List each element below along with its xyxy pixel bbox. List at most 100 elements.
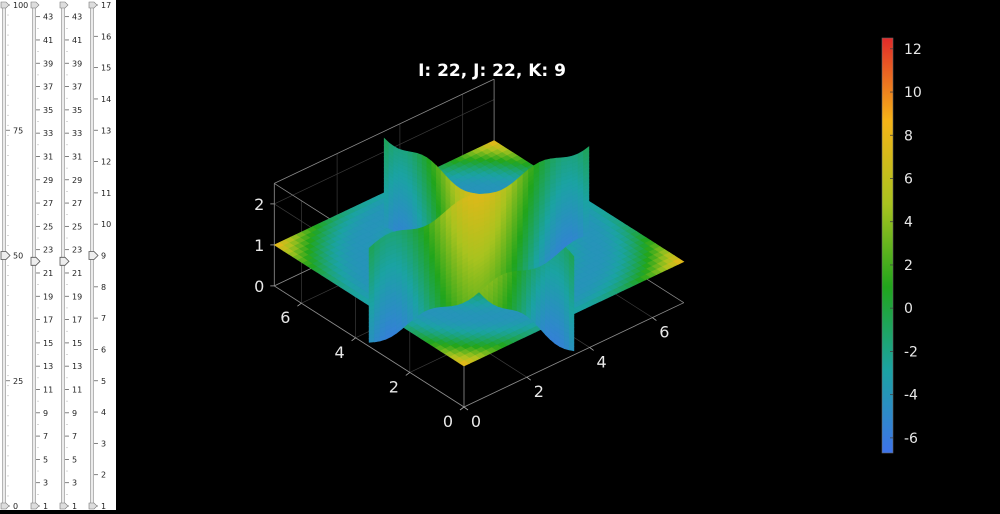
slider-tick-label: 15 (101, 64, 111, 73)
slider-tick-label: 23 (72, 246, 82, 255)
slider-tick-label: 10 (101, 220, 111, 229)
slice-cell (407, 151, 414, 157)
slider-tick-label: 17 (72, 316, 82, 325)
slider-tick-label: 7 (101, 314, 106, 323)
slice-cell (412, 228, 419, 234)
axis-edge (463, 302, 684, 408)
slider-tick-label: 33 (43, 129, 53, 138)
slider-thumb[interactable] (88, 251, 99, 260)
slice-cell (396, 230, 403, 236)
slider-tick-label: 39 (72, 59, 82, 68)
slice-cell (672, 258, 685, 265)
slider-tick-label: 43 (72, 13, 82, 22)
colorbar-tick-label: -2 (904, 344, 918, 360)
slider-end-cap (30, 1, 40, 9)
slider-tick-label: 15 (72, 339, 82, 348)
x-tick-mark (652, 317, 657, 321)
slider-tick-label: 5 (72, 455, 77, 464)
x-tick-mark (463, 406, 469, 411)
slider-end-cap (30, 502, 40, 510)
slider-tick-label: 41 (72, 36, 82, 45)
slider-tick-label: 9 (43, 409, 48, 418)
y-tick-mark (459, 406, 465, 411)
x-tick-label: 0 (471, 412, 481, 431)
slider-tick-label: 33 (72, 129, 82, 138)
slider-panel: 0 25 50 75 100 1 3 5 7 9 11 13 15 17 19 21 23 25 27 29 31 33 3… (0, 0, 116, 510)
slider-tick-label: 31 (72, 152, 82, 161)
slider-s0[interactable]: 0 25 50 75 100 (0, 1, 28, 510)
y-tick-label: 2 (389, 377, 399, 396)
slice-cell (473, 193, 480, 200)
colorbar-tick-label: -4 (904, 388, 918, 404)
slice-surfaces (273, 137, 685, 367)
z-tick-label: 2 (254, 195, 264, 214)
y-tick-label: 6 (280, 308, 290, 327)
y-slice (368, 146, 590, 343)
slice-cell (568, 250, 575, 262)
slider-tick-label: 25 (72, 222, 82, 231)
y-tick-label: 4 (335, 343, 345, 362)
slider-tick-label: 7 (72, 432, 77, 441)
slider-tick-label: 17 (101, 1, 111, 10)
slider-tick-label: 17 (43, 316, 53, 325)
slider-tick-label: 11 (101, 189, 111, 198)
slice-cell (561, 156, 568, 163)
colorbar-tick-label: 10 (904, 85, 922, 101)
slider-track[interactable] (61, 4, 65, 507)
slider-tick-label: 6 (101, 345, 106, 354)
slider-tick-label: 37 (72, 83, 82, 92)
plot-area: 0 2 4 6 0 2 4 6 0 1 2 12 10 8 6 4 2 0 -2 -4 -6 I: 22, J: 22, … (116, 0, 1000, 514)
colorbar-tick-label: 6 (904, 171, 913, 187)
slider-tick-label: 1 (43, 502, 48, 510)
slider-tick-label: 50 (13, 252, 23, 261)
slider-tick-label: 0 (13, 502, 18, 510)
slider-tick-label: 16 (101, 32, 111, 41)
slice-cell (555, 157, 562, 163)
colorbar: 12 10 8 6 4 2 0 -2 -4 -6 (881, 37, 922, 454)
slider-tick-label: 3 (72, 479, 77, 488)
slider-tick-label: 1 (101, 502, 106, 510)
slider-group[interactable]: 0255075100135791113151719212325272931333… (0, 0, 116, 510)
slider-tick-label: 37 (43, 83, 53, 92)
slider-tick-label: 19 (72, 292, 82, 301)
slider-thumb[interactable] (0, 251, 11, 260)
slider-tick-label: 9 (72, 409, 77, 418)
slider-tick-label: 21 (43, 269, 53, 278)
slider-tick-label: 75 (13, 126, 23, 135)
slider-track[interactable] (32, 4, 36, 507)
slider-thumb[interactable] (59, 256, 70, 266)
slider-end-cap (59, 1, 69, 9)
slider-tick-label: 25 (43, 222, 53, 231)
slider-end-cap (0, 1, 10, 9)
axis-edge (274, 285, 465, 408)
x-tick-label: 6 (659, 323, 669, 342)
slider-tick-label: 3 (101, 439, 106, 448)
slider-tick-label: 7 (43, 432, 48, 441)
x-tick-label: 4 (597, 352, 607, 371)
slider-tick-label: 11 (43, 385, 53, 394)
slice-cell (402, 150, 409, 156)
x-tick-mark (589, 347, 594, 351)
slider-tick-label: 27 (43, 199, 53, 208)
slider-tick-label: 5 (101, 377, 106, 386)
slider-tick-label: 13 (101, 126, 111, 135)
slice-cell (401, 229, 408, 235)
slider-tick-label: 5 (43, 455, 48, 464)
slider-tick-label: 25 (13, 377, 23, 386)
slice-cell (412, 152, 418, 158)
slider-tick-label: 100 (13, 1, 28, 10)
x-tick-mark (526, 376, 532, 381)
slider-thumb[interactable] (30, 256, 41, 266)
slider-tick-label: 29 (43, 176, 53, 185)
slider-end-cap (0, 502, 10, 510)
colorbar-gradient (881, 37, 894, 454)
slider-end-cap (88, 1, 98, 9)
axis-edge (274, 78, 495, 184)
slider-tick-label: 29 (72, 176, 82, 185)
slider-tick-label: 21 (72, 269, 82, 278)
